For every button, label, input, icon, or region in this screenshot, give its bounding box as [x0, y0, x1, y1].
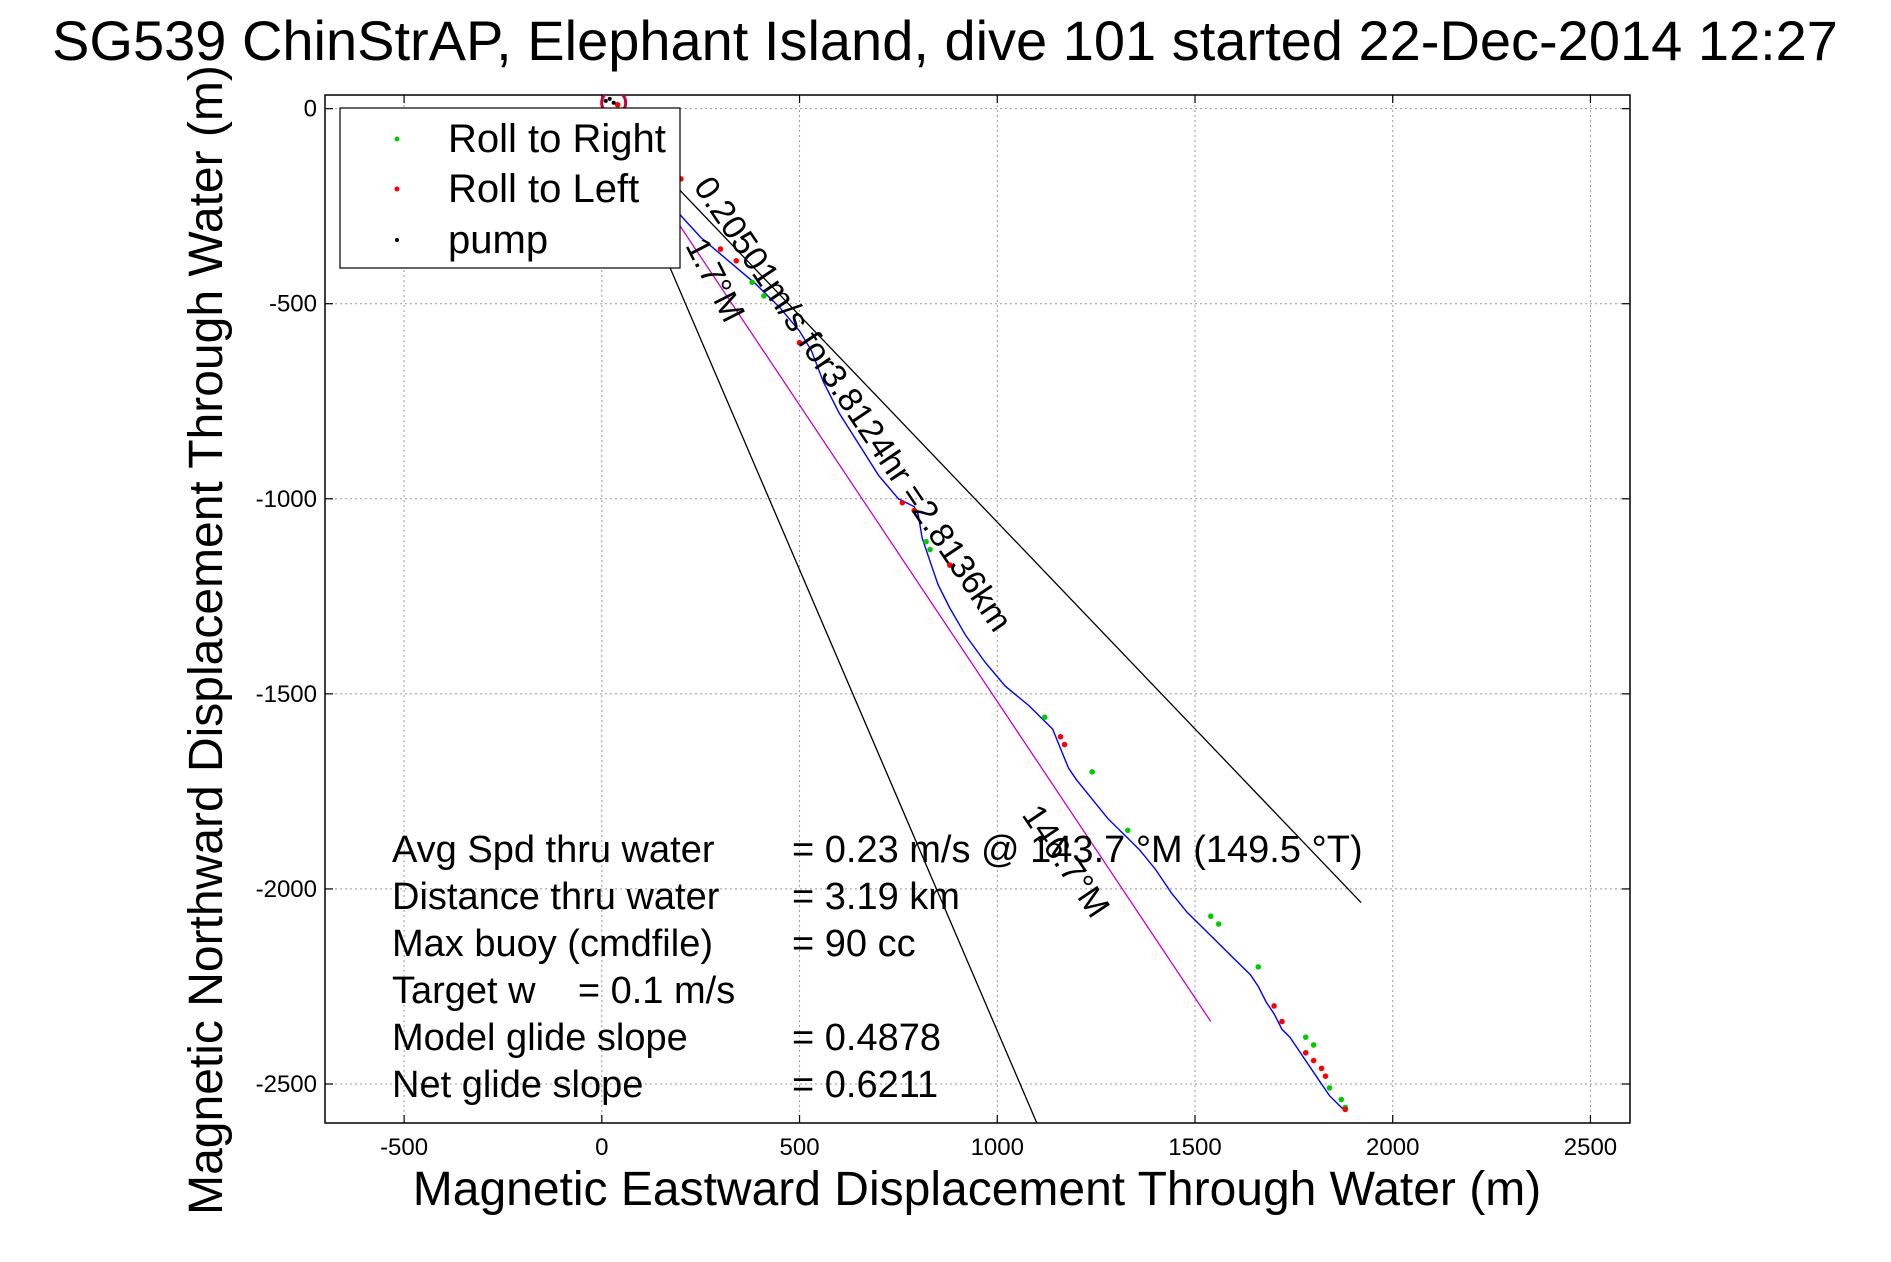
roll-left-point [1302, 1049, 1309, 1056]
roll-right-point [1208, 913, 1214, 920]
summary-value-max-buoy: = 90 cc [792, 923, 916, 965]
summary-value-distance: = 3.19 km [792, 876, 960, 918]
y-axis-label: Magnetic Northward Displacement Through … [180, 65, 233, 1215]
summary-value-avg-speed: = 0.23 m/s @ 143.7 °M (149.5 °T) [792, 829, 1363, 871]
roll-right-point [927, 546, 933, 553]
roll-left-point [717, 246, 724, 252]
roll-right-point [1302, 1034, 1309, 1040]
roll-left-point [1318, 1065, 1325, 1072]
roll-right-point [1338, 1096, 1345, 1103]
roll-left-point [1342, 1106, 1349, 1113]
x-tick-label: -500 [380, 1134, 428, 1161]
legend-marker-pump [395, 238, 399, 242]
y-tick-label: -500 [269, 291, 317, 318]
summary-value-net-glide: = 0.6211 [792, 1064, 938, 1106]
roll-left-point [1061, 741, 1068, 748]
heading-line-lower [601, 108, 1038, 1123]
data-layer [600, 95, 1362, 1123]
roll-right-point [761, 293, 767, 299]
summary-label-net-glide: Net glide slope [392, 1064, 643, 1106]
x-axis: -500 0 500 1000 1500 2000 2500 [380, 95, 1617, 1161]
roll-left-point [1310, 1057, 1317, 1064]
y-tick-label: -2500 [256, 1071, 317, 1098]
roll-right-point [1215, 921, 1222, 927]
summary-label-distance: Distance thru water [392, 876, 720, 918]
x-tick-label: 1500 [1168, 1134, 1221, 1161]
summary-label-model-glide: Model glide slope [392, 1017, 688, 1059]
x-tick-label: 500 [780, 1134, 820, 1161]
x-tick-label: 2500 [1564, 1134, 1617, 1161]
y-axis: 0 -500 -1000 -1500 -2000 -2500 [256, 96, 1630, 1098]
dive-summary: Avg Spd thru water = 0.23 m/s @ 143.7 °M… [392, 829, 1363, 1106]
roll-right-point [749, 279, 755, 286]
roll-right-point [1041, 714, 1048, 721]
roll-right-point [1310, 1042, 1317, 1048]
roll-left-point [1279, 1018, 1285, 1025]
x-tick-label: 2000 [1366, 1134, 1419, 1161]
roll-left-point [796, 339, 803, 346]
pump-point [603, 98, 608, 103]
roll-left-point [614, 101, 621, 108]
y-tick-label: 0 [304, 96, 317, 123]
x-tick-label: 0 [595, 1134, 608, 1161]
chart-title: SG539 ChinStrAP, Elephant Island, dive 1… [52, 9, 1838, 72]
x-tick-label: 1000 [971, 1134, 1024, 1161]
summary-label-avg-speed: Avg Spd thru water [392, 829, 715, 871]
heading-line-upper [601, 108, 1362, 904]
summary-label-max-buoy: Max buoy (cmdfile) [392, 923, 713, 965]
plot-area-frame [324, 94, 1631, 1124]
roll-left-point [1271, 1003, 1277, 1009]
summary-value-model-glide: = 0.4878 [792, 1017, 941, 1059]
y-tick-label: -1000 [256, 486, 317, 513]
y-tick-label: -2000 [256, 876, 317, 903]
legend-marker-roll-left [394, 186, 400, 192]
legend-label-pump: pump [448, 218, 548, 262]
heading-line-mean [601, 108, 1212, 1022]
roll-right-point [1124, 827, 1131, 834]
roll-left-point [733, 258, 740, 264]
roll-right-point [1255, 964, 1262, 970]
summary-label-target-w: Target w = 0.1 m/s [392, 970, 735, 1012]
y-tick-label: -1500 [256, 681, 317, 708]
pump-point [607, 96, 612, 101]
roll-left-point [911, 507, 918, 514]
glider-track-line [601, 108, 1346, 1112]
roll-left-point [899, 499, 906, 506]
pump-point [611, 100, 616, 105]
roll-right-point [1089, 769, 1095, 775]
roll-left-point [1057, 733, 1064, 740]
x-axis-label: Magnetic Eastward Displacement Through W… [413, 1163, 1541, 1216]
roll-right-point [923, 538, 929, 545]
legend-label-roll-left: Roll to Left [448, 167, 639, 211]
legend: Roll to Right Roll to Left pump [339, 107, 681, 269]
roll-left-point [947, 562, 953, 568]
legend-marker-roll-right [394, 136, 400, 142]
legend-label-roll-right: Roll to Right [448, 117, 666, 161]
roll-left-point [1322, 1073, 1329, 1079]
roll-right-point [1326, 1085, 1333, 1091]
